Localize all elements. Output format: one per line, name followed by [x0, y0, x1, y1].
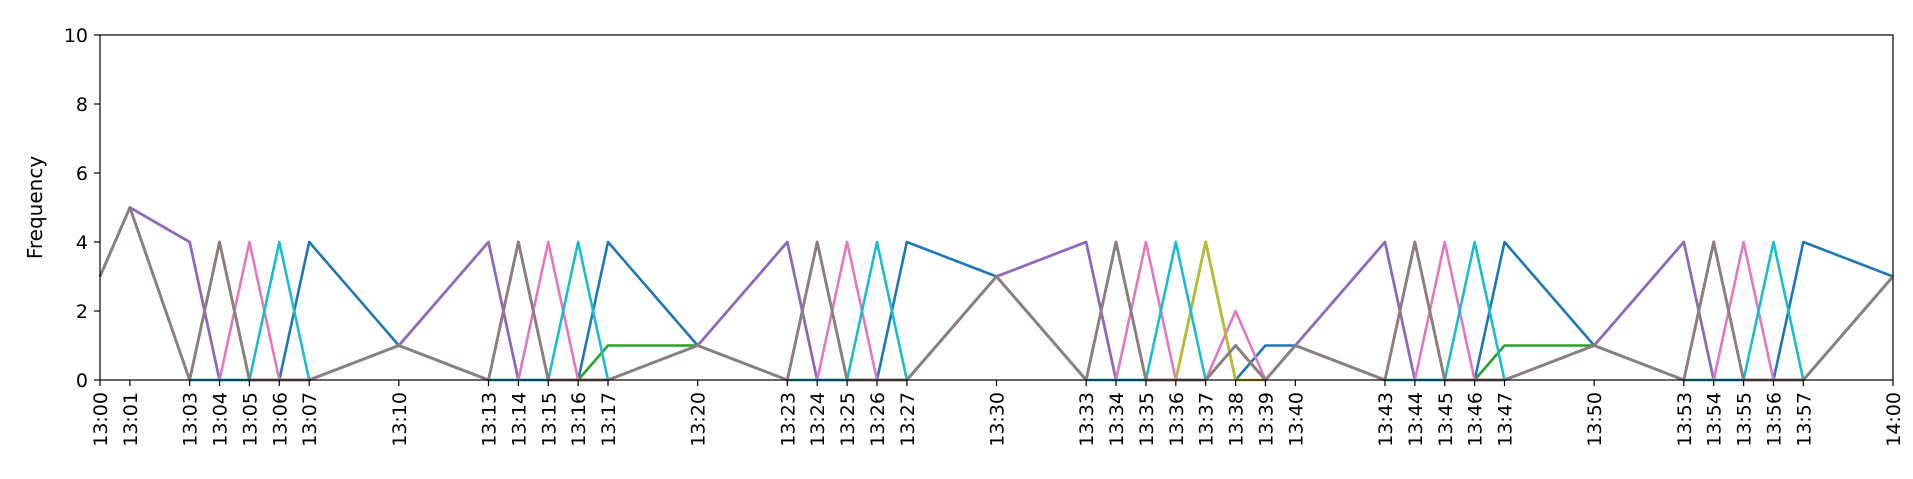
x-tick-label: 13:36: [1166, 392, 1188, 447]
x-tick-label: 13:37: [1196, 392, 1218, 447]
y-tick-label: 0: [76, 370, 88, 392]
series-line-4: [98, 206, 1894, 382]
y-tick-label: 4: [76, 232, 88, 254]
series-line-2: [98, 206, 1894, 382]
x-tick-label: 13:56: [1763, 392, 1785, 447]
x-tick-label: 13:33: [1076, 392, 1098, 447]
x-tick-label: 14:00: [1883, 392, 1905, 447]
x-tick-label: 13:05: [239, 392, 261, 447]
x-tick-label: 13:14: [508, 392, 530, 447]
y-tick-label: 2: [76, 301, 88, 323]
x-tick-label: 13:27: [897, 392, 919, 447]
x-tick-label: 13:25: [837, 392, 859, 447]
x-tick-label: 13:30: [987, 392, 1009, 447]
series-line-1: [98, 206, 1894, 382]
x-tick-label: 13:50: [1584, 392, 1606, 447]
x-tick-label: 13:04: [210, 392, 232, 447]
x-tick-label: 13:20: [688, 392, 710, 447]
y-tick-label: 10: [64, 25, 88, 47]
series-line-10: [98, 206, 1894, 382]
x-tick-label: 13:55: [1734, 392, 1756, 447]
series-line-7: [98, 206, 1894, 382]
x-tick-label: 13:17: [598, 392, 620, 447]
x-tick-label: 13:26: [867, 392, 889, 447]
x-tick-label: 13:35: [1136, 392, 1158, 447]
x-tick-label: 13:43: [1375, 392, 1397, 447]
x-tick-label: 13:34: [1106, 392, 1128, 447]
series-line-9: [98, 206, 1894, 382]
x-tick-label: 13:53: [1674, 392, 1696, 447]
y-tick-label: 8: [76, 94, 88, 116]
series-line-5: [98, 206, 1894, 382]
x-tick-label: 13:07: [299, 392, 321, 447]
x-tick-label: 13:00: [90, 392, 112, 447]
series-line-8: [98, 206, 1894, 382]
x-tick-label: 13:40: [1285, 392, 1307, 447]
series-layer: [98, 206, 1894, 382]
x-tick-label: 13:47: [1495, 392, 1517, 447]
plot-frame: [99, 34, 1894, 381]
x-tick-label: 13:15: [538, 392, 560, 447]
x-tick-label: 13:23: [777, 392, 799, 447]
x-tick-label: 13:01: [120, 392, 142, 447]
x-tick-label: 13:10: [389, 392, 411, 447]
y-axis-label: Frequency: [23, 156, 47, 259]
x-axis: 13:00 13:01 13:03 13:04 13:05 13:06 13:07 13:10…: [90, 380, 1905, 447]
x-tick-label: 13:57: [1793, 392, 1815, 447]
x-tick-label: 13:54: [1704, 392, 1726, 447]
x-tick-label: 13:39: [1255, 392, 1277, 447]
y-axis: 0 2 4 6 8 10: [64, 25, 100, 392]
x-tick-label: 13:46: [1465, 392, 1487, 447]
series-line-3: [98, 206, 1894, 382]
x-tick-label: 13:45: [1435, 392, 1457, 447]
series-line-6: [98, 206, 1894, 382]
x-tick-label: 13:06: [269, 392, 291, 447]
y-tick-label: 6: [76, 163, 88, 185]
x-tick-label: 13:24: [807, 392, 829, 447]
x-tick-label: 13:13: [478, 392, 500, 447]
x-tick-label: 13:38: [1226, 392, 1248, 447]
x-tick-label: 13:16: [568, 392, 590, 447]
x-tick-label: 13:03: [180, 392, 202, 447]
x-tick-label: 13:44: [1405, 392, 1427, 447]
